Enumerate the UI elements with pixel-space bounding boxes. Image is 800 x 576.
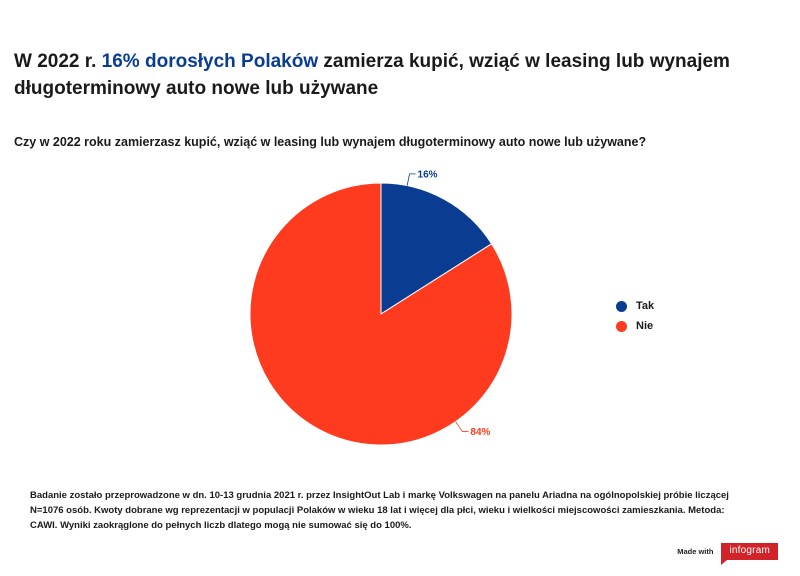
infogram-logo: infogram: [721, 543, 778, 565]
legend: Tak Nie: [616, 296, 654, 336]
legend-swatch-nie: [616, 320, 627, 332]
pie-slice-tak[interactable]: [380, 182, 493, 315]
survey-question: Czy w 2022 roku zamierzasz kupić, wziąć …: [14, 135, 647, 149]
title-part1: W 2022 r.: [14, 51, 102, 72]
legend-swatch-tak: [616, 300, 627, 312]
chart-title: W 2022 r. 16% dorosłych Polaków zamierza…: [14, 48, 754, 102]
infogram-credit[interactable]: Made with infogram: [677, 543, 778, 565]
data-label-nie: 84%: [470, 427, 490, 438]
legend-item-nie[interactable]: Nie: [616, 316, 654, 336]
title-part2: zamierza kupić, wziąć w leasing lub wyna…: [14, 51, 730, 99]
legend-label-nie: Nie: [636, 320, 654, 332]
title-highlight: 16% dorosłych Polaków: [101, 51, 319, 72]
methodology-footnote: Badanie zostało przeprowadzone w dn. 10-…: [30, 490, 729, 531]
leader-line-tak: [406, 173, 416, 186]
made-with-text: Made with: [677, 547, 714, 556]
pie-slice-nie[interactable]: [249, 182, 513, 446]
data-label-tak: 16%: [418, 169, 438, 180]
leader-line-nie: [455, 421, 469, 432]
legend-label-tak: Tak: [636, 300, 655, 312]
legend-item-tak[interactable]: Tak: [616, 296, 654, 316]
